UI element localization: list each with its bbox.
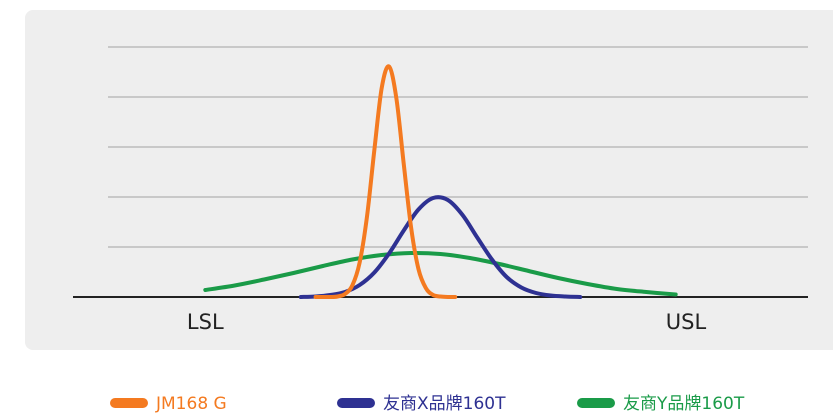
legend-swatch [337, 398, 375, 408]
legend-label: JM168 G [155, 394, 227, 414]
series-line [313, 64, 458, 300]
legend-label: 友商X品牌160T [383, 394, 506, 414]
plot-background [25, 10, 833, 350]
annotation: USL [666, 310, 707, 334]
legend-swatch [110, 398, 148, 408]
annotation: LSL [187, 310, 224, 334]
series-line [203, 250, 678, 297]
legend-label: 友商Y品牌160T [623, 394, 745, 414]
legend-swatch [577, 398, 615, 408]
